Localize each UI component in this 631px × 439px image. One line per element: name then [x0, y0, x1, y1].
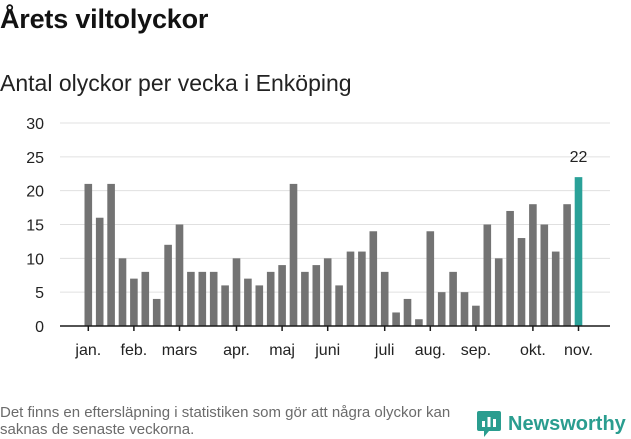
bar	[358, 251, 366, 326]
bar-highlight	[574, 177, 583, 326]
brand-name: Newsworthy	[508, 412, 626, 435]
bar	[449, 271, 457, 326]
bar	[198, 271, 207, 326]
bar	[494, 258, 503, 326]
bar	[540, 224, 549, 326]
y-axis-ticks: 0 5 10 15 20 25 30	[26, 116, 44, 336]
bar	[392, 312, 400, 326]
x-tick-label: nov.	[564, 342, 593, 359]
bars	[84, 177, 583, 326]
bar	[187, 271, 195, 326]
bar	[380, 271, 389, 326]
bar	[506, 210, 514, 326]
bar	[130, 278, 138, 326]
bar	[232, 258, 241, 326]
x-tick-label: mars	[162, 342, 198, 359]
bar	[255, 285, 264, 326]
bar-chart: 0 5 10 15 20 25 30 jan. feb. mars apr. maj juni juli…	[26, 116, 610, 359]
y-tick-label: 10	[26, 251, 44, 268]
bar	[278, 265, 286, 326]
bar	[369, 231, 378, 326]
bar	[403, 298, 412, 326]
chart-subtitle: Antal olyckor per vecka i Enköping	[0, 70, 352, 96]
bar	[323, 258, 332, 326]
y-tick-label: 30	[26, 116, 44, 133]
brand-logo: Newsworthy	[476, 410, 626, 438]
annotations: 22	[570, 149, 588, 166]
bar	[335, 285, 343, 326]
x-tick-label: maj	[269, 342, 295, 359]
y-tick-label: 25	[26, 150, 44, 167]
bar	[460, 292, 469, 326]
x-tick-label: jan.	[74, 342, 101, 359]
bar	[563, 204, 571, 326]
bar	[118, 258, 127, 326]
x-tick-label: okt.	[520, 342, 546, 359]
bar	[483, 224, 492, 326]
bar	[175, 224, 184, 326]
chart-title: Årets viltolyckor	[0, 4, 209, 34]
bar	[107, 183, 115, 326]
bar	[426, 231, 435, 326]
x-tick-label: juni	[314, 342, 340, 359]
newsworthy-logo-icon	[477, 411, 501, 437]
x-axis-labels: jan. feb. mars apr. maj juni juli aug. sep. okt. n…	[74, 342, 593, 359]
bar	[209, 271, 218, 326]
bar	[164, 244, 172, 326]
y-tick-label: 5	[35, 285, 44, 302]
bar	[517, 238, 526, 326]
bar	[529, 204, 537, 326]
bar	[551, 251, 560, 326]
x-tick-label: aug.	[415, 342, 446, 359]
bar	[152, 298, 161, 326]
bar	[312, 265, 321, 326]
bar	[244, 278, 252, 326]
x-tick-label: apr.	[223, 342, 250, 359]
x-tick-label: sep.	[461, 342, 491, 359]
x-tick-label: feb.	[121, 342, 148, 359]
bar	[437, 292, 446, 326]
bar	[221, 285, 229, 326]
y-tick-label: 0	[35, 319, 44, 336]
grid-lines	[60, 122, 610, 293]
x-tick-label: juli	[374, 342, 395, 359]
y-tick-label: 15	[26, 218, 44, 235]
highlight-value-label: 22	[570, 149, 588, 166]
bar	[141, 271, 150, 326]
bar	[472, 305, 480, 326]
bar	[84, 183, 93, 326]
y-tick-label: 20	[26, 184, 44, 201]
x-axis	[60, 325, 610, 331]
bar	[95, 217, 104, 326]
bar	[415, 319, 423, 326]
footnote: Det finns en eftersläpning i statistiken…	[0, 404, 451, 438]
bar	[289, 183, 298, 326]
bar	[266, 271, 275, 326]
bar	[301, 271, 309, 326]
bar	[346, 251, 355, 326]
